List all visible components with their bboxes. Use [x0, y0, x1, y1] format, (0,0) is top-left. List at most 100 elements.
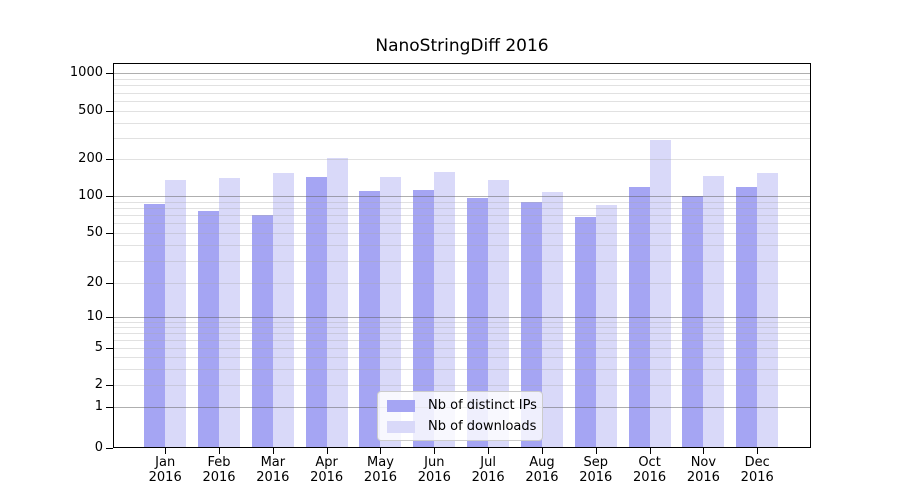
bar-oct-downloads	[649, 139, 671, 448]
gridline-minor	[114, 326, 810, 328]
gridline-minor	[114, 368, 810, 370]
y-tick-mark	[106, 159, 113, 160]
bar-jul-downloads	[488, 180, 510, 448]
gridline-minor	[114, 85, 810, 87]
bar-nov-downloads	[703, 175, 725, 448]
x-tick-year: 2016	[417, 470, 451, 485]
x-tick-mark	[541, 448, 543, 454]
bar-feb-downloads	[219, 177, 241, 448]
bar-sep-ips	[574, 216, 596, 448]
gridline-minor	[114, 215, 810, 217]
bar-jul-ips	[467, 197, 489, 448]
gridline-minor	[114, 233, 810, 234]
y-tick-mark	[106, 348, 113, 349]
y-tick-label: 500	[78, 103, 103, 118]
x-tick-year: 2016	[525, 470, 559, 485]
bar-jan-ips	[144, 204, 166, 448]
x-tick-mark	[326, 448, 328, 454]
y-tick-label: 50	[86, 225, 103, 240]
gridline-minor	[114, 207, 810, 209]
gridline-minor	[114, 283, 810, 284]
x-tick-mark	[380, 448, 382, 454]
gridline-minor	[114, 122, 810, 124]
bar-jan-downloads	[165, 180, 187, 448]
gridline-major	[114, 317, 810, 318]
y-tick-label: 0	[94, 439, 103, 455]
y-tick-label: 1000	[69, 65, 103, 80]
bar-aug-downloads	[541, 192, 563, 448]
y-tick-mark	[106, 233, 113, 234]
x-tick-year: 2016	[310, 470, 344, 485]
x-tick-year: 2016	[471, 470, 505, 485]
gridline-minor	[114, 245, 810, 247]
gridline-minor	[114, 137, 810, 139]
x-tick-year: 2016	[633, 470, 667, 485]
x-tick-label-apr: Apr 2016	[297, 455, 357, 485]
x-tick-label-aug: Aug 2016	[512, 455, 572, 485]
x-tick-label-jul: Jul 2016	[458, 455, 518, 485]
gridline-minor	[114, 159, 810, 160]
gridline-minor	[114, 223, 810, 225]
legend-swatch-ips	[387, 399, 415, 412]
bar-jun-downloads	[434, 171, 456, 448]
x-tick-year: 2016	[148, 470, 182, 485]
y-tick-mark	[106, 111, 113, 112]
x-tick-label-jun: Jun 2016	[404, 455, 464, 485]
gridline-minor	[114, 332, 810, 334]
bar-apr-downloads	[326, 157, 348, 448]
y-tick-mark	[106, 407, 113, 408]
bar-aug-ips	[520, 201, 542, 448]
gridline-minor	[114, 321, 810, 323]
x-tick-mark	[165, 448, 167, 454]
y-tick-mark	[106, 73, 113, 74]
x-tick-year: 2016	[256, 470, 290, 485]
x-tick-mark	[488, 448, 490, 454]
legend-label-downloads: Nb of downloads	[428, 419, 537, 434]
x-tick-mark	[595, 448, 597, 454]
x-tick-label-mar: Mar 2016	[243, 455, 303, 485]
y-tick-label: 100	[78, 188, 103, 203]
legend-item-downloads: Nb of downloads	[387, 419, 537, 434]
x-tick-year: 2016	[202, 470, 236, 485]
gridline-minor	[114, 339, 810, 341]
gridline-minor	[114, 260, 810, 262]
y-tick-label: 20	[86, 275, 103, 290]
bar-feb-ips	[198, 210, 220, 448]
y-tick-mark	[106, 385, 113, 386]
gridline-minor	[114, 101, 810, 102]
x-tick-label-may: May 2016	[350, 455, 410, 485]
gridline-minor	[114, 348, 810, 349]
y-tick-label: 200	[78, 151, 103, 166]
bar-mar-ips	[251, 215, 273, 448]
x-tick-mark	[434, 448, 436, 454]
x-tick-mark	[219, 448, 221, 454]
x-tick-mark	[649, 448, 651, 454]
y-tick-mark	[106, 196, 113, 197]
y-tick-label: 2	[94, 377, 103, 392]
bar-mar-downloads	[272, 172, 294, 448]
y-tick-mark	[106, 447, 113, 449]
y-tick-label: 5	[94, 340, 103, 355]
y-tick-mark	[106, 317, 113, 318]
x-tick-label-feb: Feb 2016	[189, 455, 249, 485]
gridline-major	[114, 73, 810, 74]
legend-swatch-downloads	[387, 420, 415, 433]
gridline-minor	[114, 111, 810, 112]
x-tick-year: 2016	[740, 470, 774, 485]
bar-nov-ips	[682, 196, 704, 448]
x-tick-label-nov: Nov 2016	[673, 455, 733, 485]
y-tick-label: 10	[86, 309, 103, 324]
x-tick-mark	[703, 448, 705, 454]
x-tick-label-oct: Oct 2016	[620, 455, 680, 485]
x-tick-label-sep: Sep 2016	[566, 455, 626, 485]
gridline-minor	[114, 357, 810, 358]
bar-apr-ips	[305, 176, 327, 448]
bar-jun-ips	[413, 189, 435, 448]
y-tick-mark	[106, 283, 113, 284]
gridline-minor	[114, 385, 810, 386]
bar-may-ips	[359, 190, 381, 448]
x-tick-year: 2016	[579, 470, 613, 485]
y-tick-label: 1	[94, 399, 103, 414]
bar-may-downloads	[380, 177, 402, 448]
